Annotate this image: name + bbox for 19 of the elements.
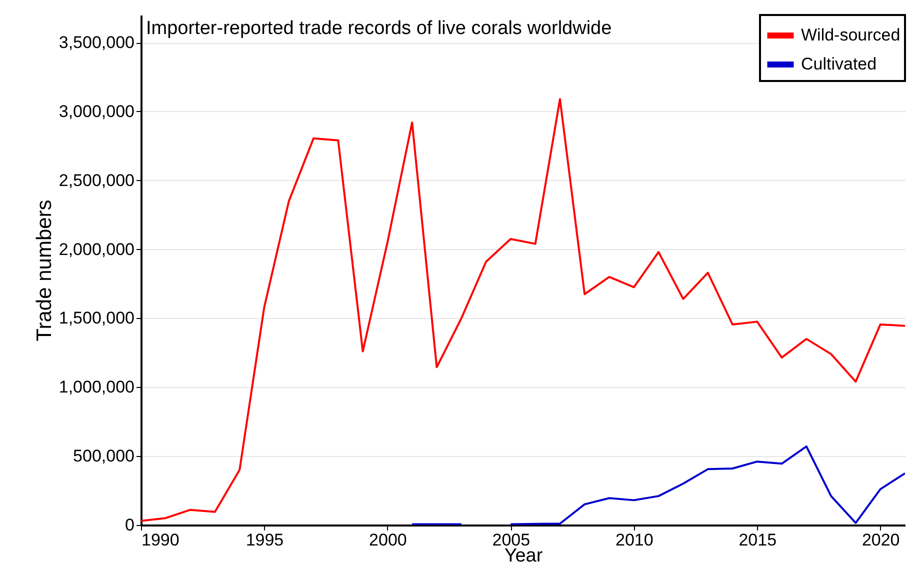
y-tick-label: 1,500,000 <box>58 308 134 328</box>
y-tick-label: 2,500,000 <box>58 170 134 190</box>
y-tick-label: 1,000,000 <box>58 378 134 397</box>
y-tick-label: 0 <box>125 516 134 534</box>
x-tick-label: 1995 <box>246 530 284 550</box>
y-tick-label: 3,500,000 <box>58 33 134 52</box>
x-tick-label: 2000 <box>369 530 407 550</box>
y-tick-label: 2,000,000 <box>58 240 134 259</box>
x-tick-label: 1990 <box>142 530 180 550</box>
line-series <box>141 98 905 522</box>
x-tick-label: 2015 <box>738 530 777 550</box>
y-tick-label: 3,000,000 <box>58 102 134 121</box>
legend-label: Wild-sourced <box>801 26 900 44</box>
x-tick-label: 2010 <box>615 530 654 550</box>
chart-title: Importer-reported trade records of live corals worldwide <box>146 18 612 39</box>
y-tick-label: 500,000 <box>73 446 134 466</box>
y-axis-title: Trade numbers <box>32 200 56 342</box>
legend-label: Cultivated <box>801 54 877 74</box>
x-tick-label: 2020 <box>862 530 900 550</box>
